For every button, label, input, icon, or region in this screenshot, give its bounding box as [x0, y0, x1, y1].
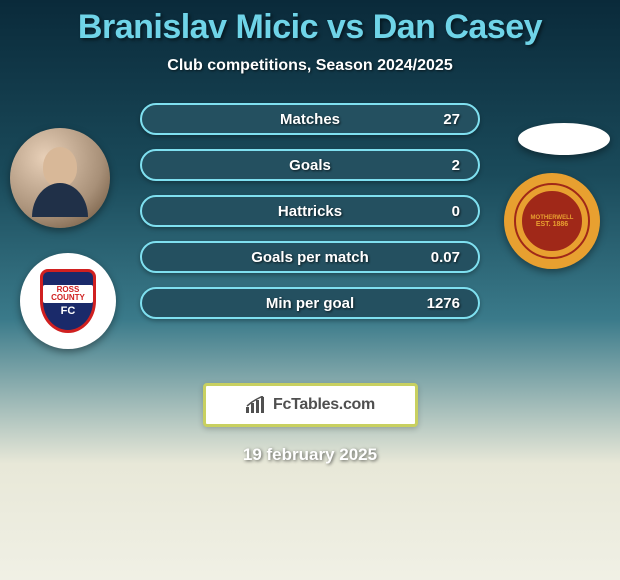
player-right-avatar: [518, 123, 610, 155]
stat-label: Goals per match: [251, 249, 369, 266]
stat-bar: Hattricks 0: [140, 195, 480, 227]
comparison-panel: ROSS COUNTY FC MOTHERWELL EST. 1886 Matc…: [0, 103, 620, 363]
stat-bar: Goals per match 0.07: [140, 241, 480, 273]
date-label: 19 february 2025: [0, 445, 620, 465]
motherwell-crest-icon: MOTHERWELL EST. 1886: [519, 188, 585, 254]
page-title: Branislav Micic vs Dan Casey: [0, 0, 620, 47]
stat-label: Matches: [280, 111, 340, 128]
stat-bar: Goals 2: [140, 149, 480, 181]
stat-value: 27: [443, 111, 460, 128]
stat-bar: Min per goal 1276: [140, 287, 480, 319]
stat-bar: Matches 27: [140, 103, 480, 135]
stat-value: 1276: [427, 295, 460, 312]
club-left-badge: ROSS COUNTY FC: [20, 253, 116, 349]
player-silhouette-icon: [32, 143, 88, 213]
stat-value: 2: [452, 157, 460, 174]
stat-label: Min per goal: [266, 295, 354, 312]
stat-label: Goals: [289, 157, 331, 174]
stat-value: 0: [452, 203, 460, 220]
stat-bars: Matches 27 Goals 2 Hattricks 0 Goals per match…: [140, 103, 480, 333]
chart-icon: [245, 396, 267, 414]
stat-value: 0.07: [431, 249, 460, 266]
brand-text: FcTables.com: [273, 396, 375, 414]
player-left-avatar: [10, 128, 110, 228]
brand-box: FcTables.com: [203, 383, 418, 427]
ross-county-crest-icon: ROSS COUNTY FC: [40, 269, 96, 333]
stat-label: Hattricks: [278, 203, 342, 220]
subtitle: Club competitions, Season 2024/2025: [0, 57, 620, 75]
club-right-badge: MOTHERWELL EST. 1886: [504, 173, 600, 269]
